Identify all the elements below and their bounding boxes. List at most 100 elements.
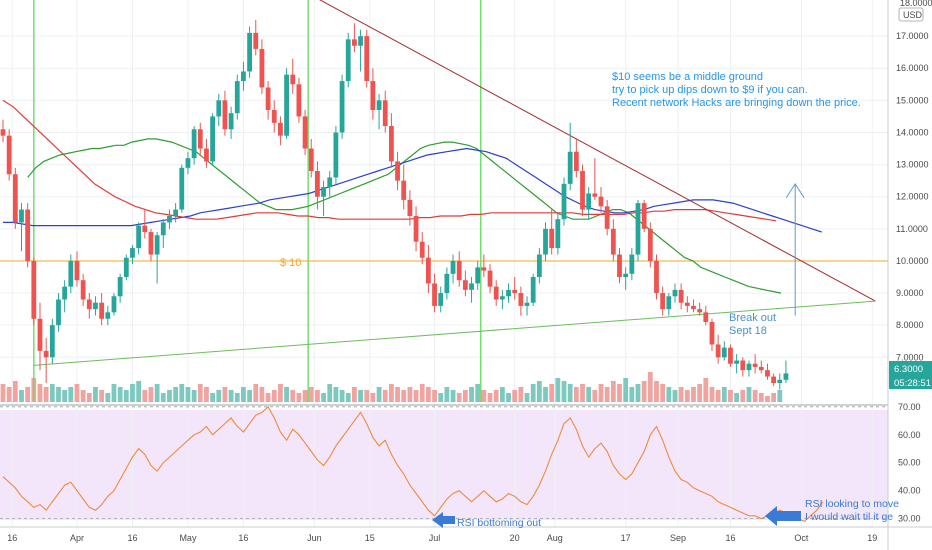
candle-body xyxy=(376,100,382,110)
main-panel-background xyxy=(0,0,888,402)
candle-body xyxy=(771,376,777,383)
candle-body xyxy=(142,225,148,233)
rsi-tick-label: 70.00 xyxy=(898,402,921,412)
candle-body xyxy=(345,39,351,82)
price-tick-label: 7.0000 xyxy=(896,352,924,362)
candle-body xyxy=(654,260,659,294)
candle-body xyxy=(80,280,86,300)
candle-body xyxy=(86,299,92,310)
rsi-tick-label: 50.00 xyxy=(898,458,921,468)
volume-bar xyxy=(364,390,370,402)
countdown-label: 05:28:51 xyxy=(894,378,931,389)
volume-bar xyxy=(499,387,505,402)
candle-body xyxy=(549,228,555,249)
volume-bar xyxy=(6,387,12,402)
candle-body xyxy=(278,122,283,136)
volume-bar xyxy=(37,384,43,402)
volume-bar xyxy=(333,387,339,402)
price-tick-label: 15.0000 xyxy=(896,95,929,105)
volume-bar xyxy=(598,384,604,402)
rsi-move-note: RSI looking to move I would wait til it … xyxy=(765,498,899,526)
trendline xyxy=(33,300,876,366)
candle-body xyxy=(382,100,388,127)
candle-body xyxy=(388,126,394,162)
time-tick-label: Aug xyxy=(547,533,563,543)
volume-bar xyxy=(697,384,703,402)
volume-bar xyxy=(715,390,721,402)
candle-body xyxy=(623,273,629,278)
candle-body xyxy=(462,280,468,290)
candle-body xyxy=(697,309,703,313)
price-tick-label: 14.0000 xyxy=(896,127,929,137)
candle-body xyxy=(197,129,203,149)
volume-bar xyxy=(204,387,209,402)
candle-body xyxy=(123,257,129,278)
volume-bar xyxy=(413,390,419,402)
price-level-label: $ 10 xyxy=(280,257,301,269)
volume-bar xyxy=(93,387,98,402)
volume-bar xyxy=(617,384,622,402)
volume-bar xyxy=(12,381,18,402)
candle-body xyxy=(721,347,727,358)
price-axis[interactable]: 17.0000 16.0000 15.0000 14.0000 13.0000 12.00… xyxy=(896,31,929,362)
candle-body xyxy=(493,286,499,300)
volume-bar xyxy=(524,393,530,402)
time-tick-label: May xyxy=(179,533,197,543)
volume-bar xyxy=(130,384,135,402)
candle-body xyxy=(99,302,105,319)
price-tick-label: 10.0000 xyxy=(896,256,929,266)
candle-body xyxy=(222,100,228,130)
candle-body xyxy=(765,370,770,377)
volume-bar xyxy=(543,387,548,402)
time-tick-label: 15 xyxy=(365,533,375,543)
candle-body xyxy=(456,260,462,281)
candle-body xyxy=(752,363,758,367)
rsi-tick-label: 40.00 xyxy=(898,486,921,496)
candle-body xyxy=(450,260,456,274)
candle-body xyxy=(487,270,493,287)
volume-bar xyxy=(567,384,573,402)
volume-bar xyxy=(549,384,555,402)
volume-bar xyxy=(555,378,561,402)
candle-body xyxy=(518,293,524,306)
volume-bar xyxy=(290,390,296,402)
main-note-line-1: $10 seems be a middle ground xyxy=(612,71,763,83)
volume-bar xyxy=(777,390,783,402)
rsi-axis[interactable]: 70.00 60.00 50.00 40.00 30.00 xyxy=(898,402,921,524)
volume-bar xyxy=(123,390,129,402)
volume-bar xyxy=(265,393,271,402)
volume-bar xyxy=(580,384,585,402)
candle-body xyxy=(691,305,696,310)
volume-bar xyxy=(475,384,481,402)
candle-body xyxy=(12,174,18,223)
time-tick-label: Jun xyxy=(307,533,322,543)
volume-bar xyxy=(302,390,308,402)
candle-body xyxy=(117,277,123,297)
candle-body xyxy=(703,312,709,322)
volume-bar xyxy=(746,387,752,402)
volume-bar xyxy=(321,393,326,402)
candle-body xyxy=(506,289,511,297)
time-axis[interactable]: 16 Apr 16 May 16 Jun 15 Jul 20 Aug 17 Sep 16 Oct 19 xyxy=(7,533,877,543)
candle-body xyxy=(586,193,592,210)
volume-bar xyxy=(771,393,777,402)
candle-body xyxy=(339,81,345,133)
candle-body xyxy=(358,36,363,46)
volume-bar xyxy=(68,387,74,402)
price-tick-label: 8.0000 xyxy=(896,320,924,330)
candle-body xyxy=(444,273,450,294)
candle-body xyxy=(407,199,413,216)
rsi-tick-label: 30.00 xyxy=(898,514,921,524)
volume-bar xyxy=(74,384,80,402)
volume-bar xyxy=(327,384,333,402)
candle-body xyxy=(740,360,746,371)
candle-body xyxy=(678,289,684,303)
volume-bar xyxy=(228,390,234,402)
volume-bar xyxy=(586,387,592,402)
rsi-band xyxy=(0,410,888,520)
volume-bar xyxy=(19,390,24,402)
candle-body xyxy=(746,363,752,371)
time-tick-label: 16 xyxy=(127,533,137,543)
volume-bar xyxy=(117,387,123,402)
